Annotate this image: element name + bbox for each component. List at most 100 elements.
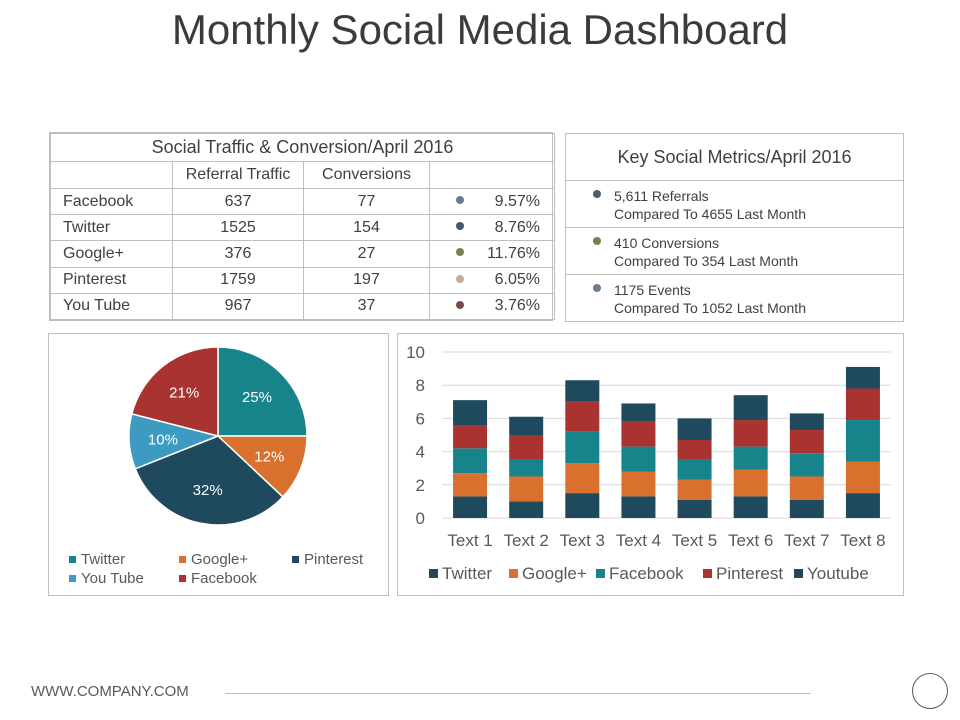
legend-label: Pinterest bbox=[304, 551, 364, 568]
pie-chart-panel: 25% 12% 32% 10% 21% Twitter Google+ Pinterest Yo… bbox=[48, 333, 389, 596]
legend-swatch bbox=[509, 569, 518, 578]
row-referral: 637 bbox=[172, 187, 304, 216]
legend-label: You Tube bbox=[81, 570, 144, 587]
row-rate-cell: 6.05% bbox=[428, 266, 556, 294]
pie-slice-label: 32% bbox=[193, 482, 223, 499]
row-conversions: 77 bbox=[303, 187, 430, 216]
y-tick-label: 10 bbox=[406, 343, 425, 362]
bar-segment bbox=[677, 479, 712, 500]
x-tick-label: Text 3 bbox=[560, 531, 605, 550]
bar-segment bbox=[565, 463, 600, 494]
bar-segment bbox=[565, 401, 600, 432]
row-conversions: 27 bbox=[303, 240, 430, 268]
pie-slice-label: 21% bbox=[169, 384, 199, 401]
stacked-bar-chart: 0 2 4 6 8 10 Text 1 Text 2 Text 3 Text 4 Text 5 Tex… bbox=[406, 343, 891, 583]
bullet-dot-icon bbox=[456, 196, 464, 204]
header-conversions: Conversions bbox=[303, 161, 430, 189]
bar-segment bbox=[621, 446, 656, 472]
y-tick-label: 2 bbox=[416, 476, 425, 495]
bullet-dot-icon bbox=[456, 222, 464, 231]
row-rate-cell: 9.57% bbox=[428, 187, 556, 216]
legend-swatch bbox=[429, 569, 438, 578]
bar-segment bbox=[509, 476, 544, 502]
bar-segment bbox=[789, 430, 824, 454]
row-rate: 9.57% bbox=[494, 192, 541, 210]
legend-swatch bbox=[596, 569, 605, 578]
legend-swatch bbox=[179, 556, 186, 563]
y-tick-label: 8 bbox=[416, 376, 425, 395]
bar-segment bbox=[733, 395, 768, 421]
row-conversions: 197 bbox=[303, 266, 430, 294]
row-name: Google+ bbox=[50, 240, 173, 268]
legend-swatch bbox=[292, 556, 299, 563]
bar-segment bbox=[453, 448, 488, 474]
y-tick-label: 6 bbox=[416, 409, 425, 428]
metric-value: 5,611 Referrals bbox=[614, 188, 709, 204]
row-name: Twitter bbox=[50, 214, 173, 242]
bar-segment bbox=[621, 421, 656, 447]
row-conversions: 37 bbox=[303, 292, 430, 321]
table-row: Pinterest 1759 197 6.05% bbox=[50, 266, 556, 294]
legend-swatch bbox=[69, 556, 76, 563]
pie-chart: 25% 12% 32% 10% 21% Twitter Google+ Pinterest Yo… bbox=[69, 346, 364, 587]
bar-segment bbox=[733, 496, 768, 518]
page-title: Monthly Social Media Dashboard bbox=[171, 6, 789, 53]
x-tick-label: Text 4 bbox=[616, 531, 661, 550]
header-referral: Referral Traffic bbox=[172, 161, 304, 189]
bar-segment bbox=[845, 461, 880, 494]
legend-swatch bbox=[703, 569, 712, 578]
bullet-dot-icon bbox=[593, 237, 601, 245]
row-name: You Tube bbox=[50, 292, 173, 321]
legend-label: Youtube bbox=[807, 564, 869, 583]
bar-segment bbox=[677, 459, 712, 480]
bar-segment bbox=[509, 435, 544, 460]
bar-segment bbox=[789, 499, 824, 518]
pie-slice bbox=[130, 346, 219, 437]
bar-segment bbox=[565, 493, 600, 518]
bar-segment bbox=[621, 403, 656, 422]
footer-divider bbox=[225, 693, 811, 694]
bar-segment bbox=[845, 493, 880, 518]
table-row: Twitter 1525 154 8.76% bbox=[50, 214, 556, 242]
traffic-table: Social Traffic & Conversion/April 2016 R… bbox=[49, 132, 556, 321]
y-tick-label: 4 bbox=[416, 443, 425, 462]
header-empty bbox=[50, 161, 173, 189]
metric-value: 410 Conversions bbox=[614, 235, 720, 251]
pie-slice bbox=[134, 435, 284, 526]
company-url: WWW.COMPANY.COM bbox=[31, 683, 189, 700]
metric-value: 1175 Events bbox=[614, 282, 691, 298]
legend-label: Pinterest bbox=[716, 564, 783, 583]
bar-segment bbox=[845, 366, 880, 389]
row-conversions: 154 bbox=[303, 214, 430, 242]
bar-segment bbox=[621, 471, 656, 497]
bar-segment bbox=[565, 431, 600, 464]
row-rate: 3.76% bbox=[494, 297, 541, 315]
metric-item: 1175 Events Compared To 1052 Last Month bbox=[566, 275, 903, 322]
legend-label: Twitter bbox=[81, 551, 125, 568]
bar-segment bbox=[509, 416, 544, 435]
bar-segment bbox=[677, 439, 712, 460]
pie-slice-label: 25% bbox=[242, 389, 272, 406]
row-rate: 6.05% bbox=[494, 271, 541, 289]
table-row: Facebook 637 77 9.57% bbox=[50, 187, 556, 216]
bar-segment bbox=[845, 420, 880, 462]
row-referral: 376 bbox=[172, 240, 304, 268]
metric-comparison: Compared To 1052 Last Month bbox=[614, 300, 806, 316]
row-rate-cell: 3.76% bbox=[428, 292, 556, 321]
row-name: Facebook bbox=[50, 187, 173, 216]
legend-swatch bbox=[794, 569, 803, 578]
bar-segment bbox=[845, 388, 880, 421]
metric-item: 5,611 Referrals Compared To 4655 Last Mo… bbox=[566, 181, 903, 228]
metric-comparison: Compared To 4655 Last Month bbox=[614, 206, 806, 222]
header-rate bbox=[428, 161, 556, 189]
row-referral: 967 bbox=[172, 292, 304, 321]
bullet-dot-icon bbox=[456, 300, 464, 309]
bar-segment bbox=[733, 469, 768, 497]
bar-segment bbox=[453, 496, 488, 518]
bullet-dot-icon bbox=[456, 274, 464, 283]
bar-segment bbox=[677, 418, 712, 440]
pie-slice-label: 12% bbox=[254, 448, 284, 465]
circle-icon bbox=[912, 673, 948, 709]
legend-label: Facebook bbox=[191, 570, 257, 587]
bar-segment bbox=[565, 380, 600, 402]
